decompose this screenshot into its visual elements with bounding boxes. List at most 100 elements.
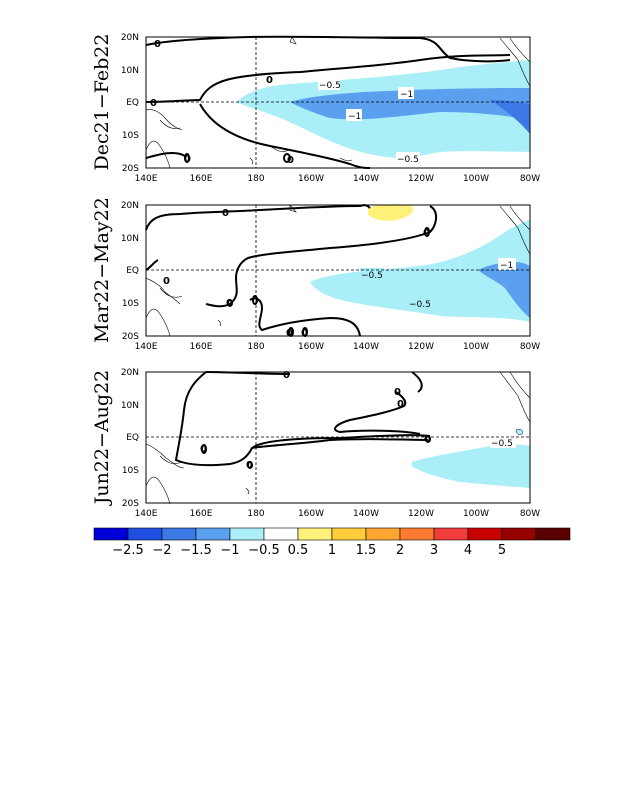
map-frame — [145, 204, 531, 337]
contour-label-zero: 0 — [222, 208, 229, 219]
contour-label-zero: 0 — [423, 228, 430, 239]
lon-tick-label: 120W — [408, 174, 434, 184]
lon-tick-label: 180 — [247, 509, 264, 519]
colorbar-tick-label: 1 — [328, 543, 336, 558]
panel-jun-aug: Jun22−Aug22 0 0 0 0 0 0 — [91, 368, 540, 519]
colorbar-swatch — [229, 527, 265, 541]
lat-tick-label: 10S — [122, 131, 139, 141]
colorbar-tick-label: −0.5 — [248, 543, 280, 558]
lat-axis: 20N 10N EQ 10S 20S — [121, 201, 139, 342]
coastline — [145, 371, 531, 505]
contour-labels: 0 0 0 0 0 −0.5 −1 −1 −0.5 — [150, 39, 420, 166]
contour-label-minus-1: −1 — [400, 90, 413, 100]
colorbar-tick-label: 3 — [430, 543, 438, 558]
anomaly-fill-plus-0.5 — [368, 204, 414, 221]
zero-contours — [174, 371, 431, 469]
colorbar-tick-label: −1.5 — [180, 543, 212, 558]
contour-label-minus-0.5: −0.5 — [397, 155, 419, 165]
lon-tick-label: 160W — [298, 342, 324, 352]
contour-label-zero: 0 — [286, 328, 293, 339]
lon-tick-label: 160W — [298, 509, 324, 519]
lon-tick-label: 140E — [135, 342, 158, 352]
colorbar-tick-label: 5 — [498, 543, 506, 558]
contour-label-zero: 0 — [150, 98, 157, 109]
contour-label-zero: 0 — [283, 370, 290, 381]
lat-tick-label: 20N — [121, 33, 139, 43]
lat-tick-label: 10S — [122, 299, 139, 309]
lon-tick-label: 140E — [135, 174, 158, 184]
colorbar-tick-label: −2 — [152, 543, 171, 558]
anomaly-fill-minus-1 — [478, 262, 530, 318]
lat-tick-label: 10N — [121, 401, 139, 411]
lat-tick-label: 20S — [122, 164, 139, 174]
colorbar-swatch — [161, 527, 197, 541]
anomaly-fill-minus-0.5 — [412, 444, 530, 488]
contour-labels: 0 0 0 0 0 0 −0.5 — [200, 370, 516, 471]
colorbar-tick-label: 4 — [464, 543, 472, 558]
colorbar-swatch — [365, 527, 401, 541]
colorbar-tick-label: 1.5 — [356, 543, 377, 558]
contour-label-zero: 0 — [226, 298, 233, 309]
zero-contours — [145, 35, 511, 169]
contour-label-zero: 0 — [246, 460, 253, 471]
lat-tick-label: 20N — [121, 201, 139, 211]
contour-label-zero: 0 — [184, 154, 191, 165]
lat-tick-label: 10N — [121, 66, 139, 76]
coastline — [145, 204, 531, 337]
lon-axis: 140E 160E 180 160W 140W 120W 100W 80W — [135, 509, 541, 519]
lon-axis: 140E 160E 180 160W 140W 120W 100W 80W — [135, 174, 541, 184]
lon-tick-label: 140W — [353, 509, 379, 519]
zero-contours — [145, 204, 437, 337]
contour-label-zero: 0 — [163, 276, 170, 287]
colorbar-tick-label: −2.5 — [112, 543, 144, 558]
colorbar-tick-label: 0.5 — [288, 543, 309, 558]
contour-label-minus-0.5: −0.5 — [319, 81, 341, 91]
colorbar-swatch — [127, 527, 163, 541]
contour-label-zero: 0 — [301, 328, 308, 339]
lon-tick-label: 100W — [463, 174, 489, 184]
anomaly-fill-minus-1.5 — [490, 100, 530, 134]
lat-tick-label: 10S — [122, 466, 139, 476]
lon-axis: 140E 160E 180 160W 140W 120W 100W 80W — [135, 342, 541, 352]
lat-tick-label: 20S — [122, 499, 139, 509]
lat-tick-label: 10N — [121, 234, 139, 244]
lat-axis: 20N 10N EQ 10S 20S — [121, 368, 139, 509]
coastline — [145, 36, 531, 169]
lon-tick-label: 140W — [353, 342, 379, 352]
colorbar-swatch — [93, 527, 129, 541]
panel-dec-feb: Dec21−Feb22 0 0 0 0 — [91, 33, 540, 184]
colorbar-tick-label: 2 — [396, 543, 404, 558]
colorbar-swatch — [195, 527, 231, 541]
contour-label-minus-0.5: −0.5 — [491, 439, 513, 449]
contour-label-zero: 0 — [200, 444, 207, 455]
lat-tick-label: EQ — [126, 433, 139, 443]
lon-tick-label: 140W — [353, 174, 379, 184]
anomaly-fill-minus-0.5 — [310, 220, 530, 322]
colorbar-swatch — [263, 527, 299, 541]
lon-tick-label: 100W — [463, 342, 489, 352]
colorbar-tick-label: −1 — [220, 543, 239, 558]
lat-tick-label: 20S — [122, 332, 139, 342]
colorbar-swatch — [297, 527, 333, 541]
lon-tick-label: 160W — [298, 174, 324, 184]
panel-season-label: Mar22−May22 — [91, 197, 113, 343]
lat-axis: 20N 10N EQ 10S 20S — [121, 33, 139, 174]
contour-label-minus-1: −1 — [348, 112, 361, 122]
contour-label-zero: 0 — [287, 155, 294, 166]
lon-tick-label: 120W — [408, 509, 434, 519]
contour-labels: 0 0 0 0 0 0 −0.5 −0.5 −1 — [163, 208, 516, 339]
contour-label-zero: 0 — [394, 387, 401, 398]
lon-tick-label: 100W — [463, 509, 489, 519]
colorbar-swatch — [467, 527, 503, 541]
contour-label-minus-0.5: −0.5 — [409, 300, 431, 310]
panel-mar-may: Mar22−May22 0 0 0 0 — [91, 197, 540, 352]
lon-tick-label: 80W — [520, 174, 540, 184]
panel-season-label: Dec21−Feb22 — [91, 34, 113, 171]
anomaly-fill-minus-0.5-spot — [515, 428, 523, 436]
map-frame — [145, 371, 531, 504]
lat-tick-label: EQ — [126, 98, 139, 108]
colorbar-swatch — [433, 527, 469, 541]
contour-label-zero: 0 — [424, 434, 431, 445]
colorbar-swatch — [535, 527, 571, 541]
colorbar-swatch — [399, 527, 435, 541]
